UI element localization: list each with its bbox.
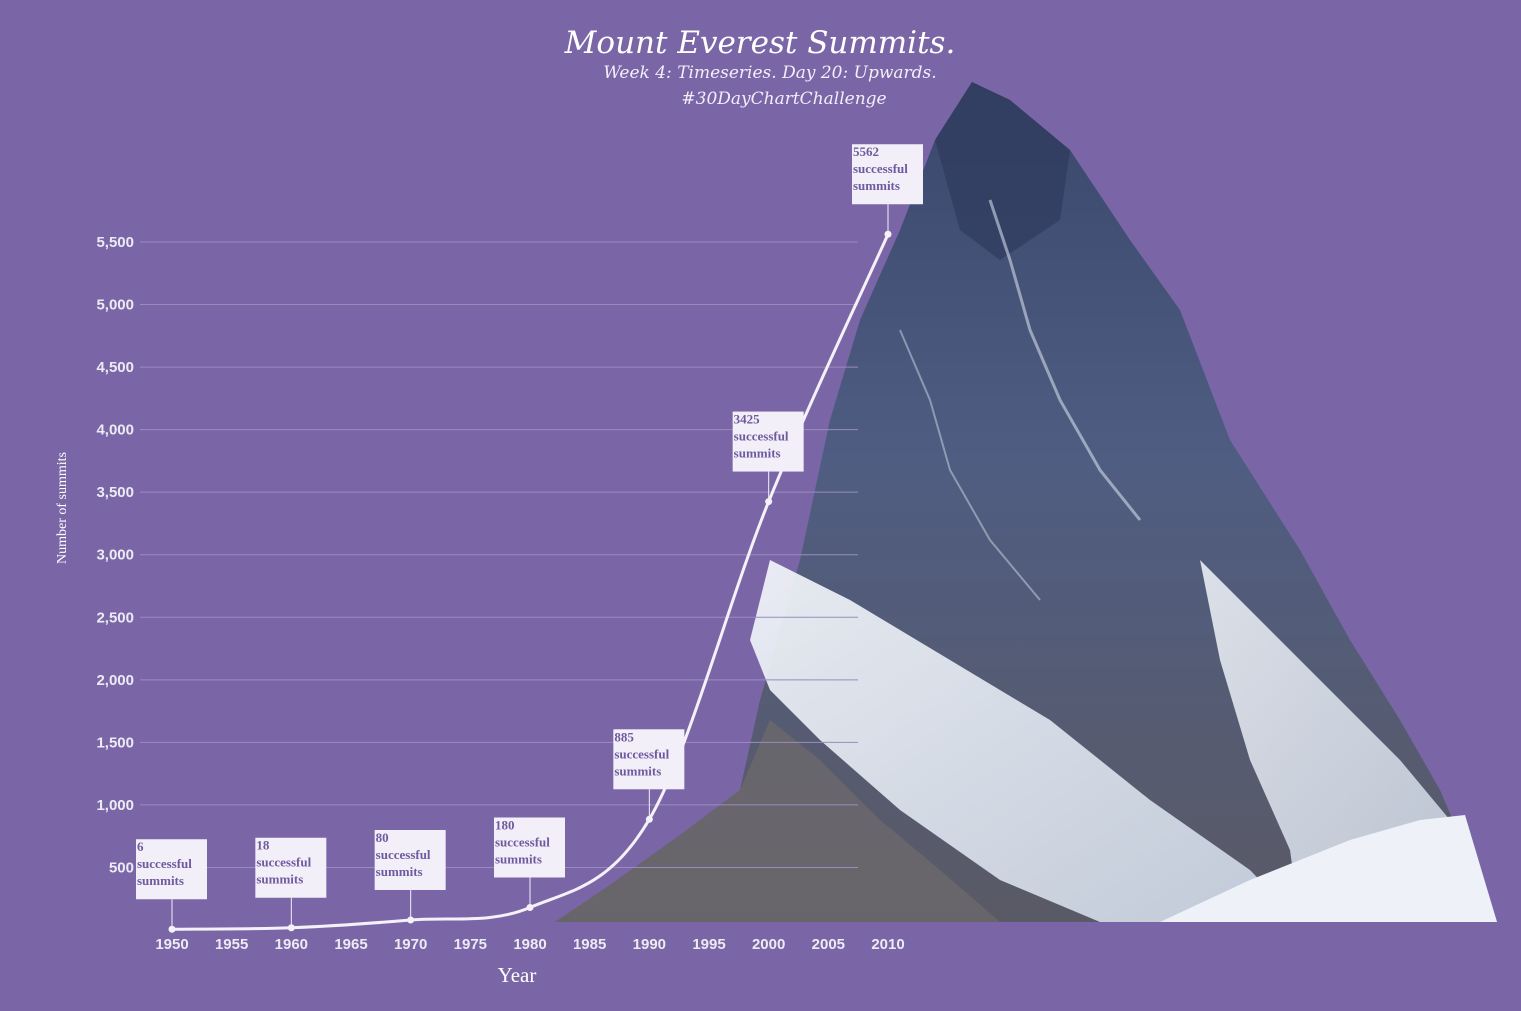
annotation-text: summits xyxy=(376,864,423,879)
y-tick-label: 3,000 xyxy=(96,547,134,564)
annotation-text: successful xyxy=(495,834,550,849)
annotation-text: successful xyxy=(614,746,669,761)
x-axis: 1950 1955 1960 1965 1970 1975 1980 1985 1990 1995… xyxy=(155,936,904,953)
annotation-text: summits xyxy=(734,446,781,461)
x-tick-label: 2010 xyxy=(871,936,904,953)
annotation-box xyxy=(613,729,685,790)
mountain-streaks xyxy=(988,199,1142,521)
x-tick-label: 2005 xyxy=(812,936,845,953)
mountain-ridge-shadow xyxy=(935,82,1070,260)
annotation-text: successful xyxy=(256,855,311,870)
x-tick-label: 1985 xyxy=(573,936,606,953)
annotation-text: successful xyxy=(734,429,789,444)
annotation-box xyxy=(255,837,327,898)
annotation-box xyxy=(852,144,923,205)
annotation-value: 180 xyxy=(495,817,515,832)
x-tick-label: 1965 xyxy=(334,936,367,953)
annotation-value: 3425 xyxy=(734,412,761,427)
mountain-lower-rock xyxy=(555,720,1000,922)
annotation: 80 successful summits xyxy=(374,829,446,920)
x-tick-label: 2000 xyxy=(752,936,785,953)
x-tick-label: 1975 xyxy=(454,936,487,953)
y-tick-label: 4,000 xyxy=(96,422,134,439)
annotation-value: 6 xyxy=(137,839,144,854)
gridlines xyxy=(140,241,858,868)
x-tick-label: 1960 xyxy=(275,936,308,953)
annotation: 18 successful summits xyxy=(255,837,327,928)
x-tick-label: 1995 xyxy=(692,936,725,953)
mountain-streaks-2 xyxy=(899,329,1041,601)
annotation-text: successful xyxy=(853,161,908,176)
x-tick-label: 1955 xyxy=(215,936,248,953)
mountain-image xyxy=(555,82,1497,922)
y-tick-label: 2,500 xyxy=(96,609,134,626)
y-tick-label: 5,500 xyxy=(96,234,134,251)
x-tick-label: 1990 xyxy=(633,936,666,953)
y-tick-label: 500 xyxy=(109,859,134,876)
y-tick-label: 1,500 xyxy=(96,734,134,751)
y-tick-label: 1,000 xyxy=(96,797,134,814)
annotation-value: 18 xyxy=(256,838,270,853)
annotation-box xyxy=(732,411,804,472)
x-tick-label: 1950 xyxy=(155,936,188,953)
y-tick-label: 4,500 xyxy=(96,359,134,376)
y-axis-title: Number of summits xyxy=(55,452,70,564)
annotation-value: 80 xyxy=(376,830,389,845)
y-tick-label: 2,000 xyxy=(96,672,134,689)
annotation: 885 successful summits xyxy=(613,729,685,820)
chart-subtitle-line2: #30DayChartChallenge xyxy=(681,89,886,109)
annotation: 5562 successful summits xyxy=(852,144,923,235)
y-tick-label: 3,500 xyxy=(96,484,134,501)
annotation: 6 successful summits xyxy=(136,839,207,930)
annotation-value: 885 xyxy=(614,729,634,744)
y-tick-label: 5,000 xyxy=(96,297,134,314)
annotation-text: successful xyxy=(137,856,192,871)
annotation-box xyxy=(494,817,565,878)
chart-subtitle-line1: Week 4: Timeseries. Day 20: Upwards. xyxy=(603,63,936,83)
annotation-text: summits xyxy=(853,178,900,193)
annotation-text: summits xyxy=(614,763,661,778)
x-tick-label: 1980 xyxy=(513,936,546,953)
annotation: 3425 successful summits xyxy=(732,411,804,502)
mountain-glacier-foot xyxy=(1160,815,1497,922)
annotation-text: successful xyxy=(376,847,431,862)
chart-title: Mount Everest Summits. xyxy=(564,25,956,61)
x-axis-title: Year xyxy=(498,963,537,987)
x-tick-label: 1970 xyxy=(394,936,427,953)
annotation-text: summits xyxy=(495,851,542,866)
mountain-snowfield-left xyxy=(750,560,1300,922)
y-axis: 500 1,000 1,500 2,000 2,500 3,000 3,500 4,000 4,… xyxy=(96,234,134,876)
annotation: 180 successful summits xyxy=(494,817,565,908)
annotation-text: summits xyxy=(137,873,184,888)
annotation-box xyxy=(136,839,207,900)
annotation-box xyxy=(374,829,446,890)
annotations: 6 successful summits 18 successful summits 80 s… xyxy=(136,144,923,930)
annotation-value: 5562 xyxy=(853,144,879,159)
annotation-text: summits xyxy=(256,872,303,887)
